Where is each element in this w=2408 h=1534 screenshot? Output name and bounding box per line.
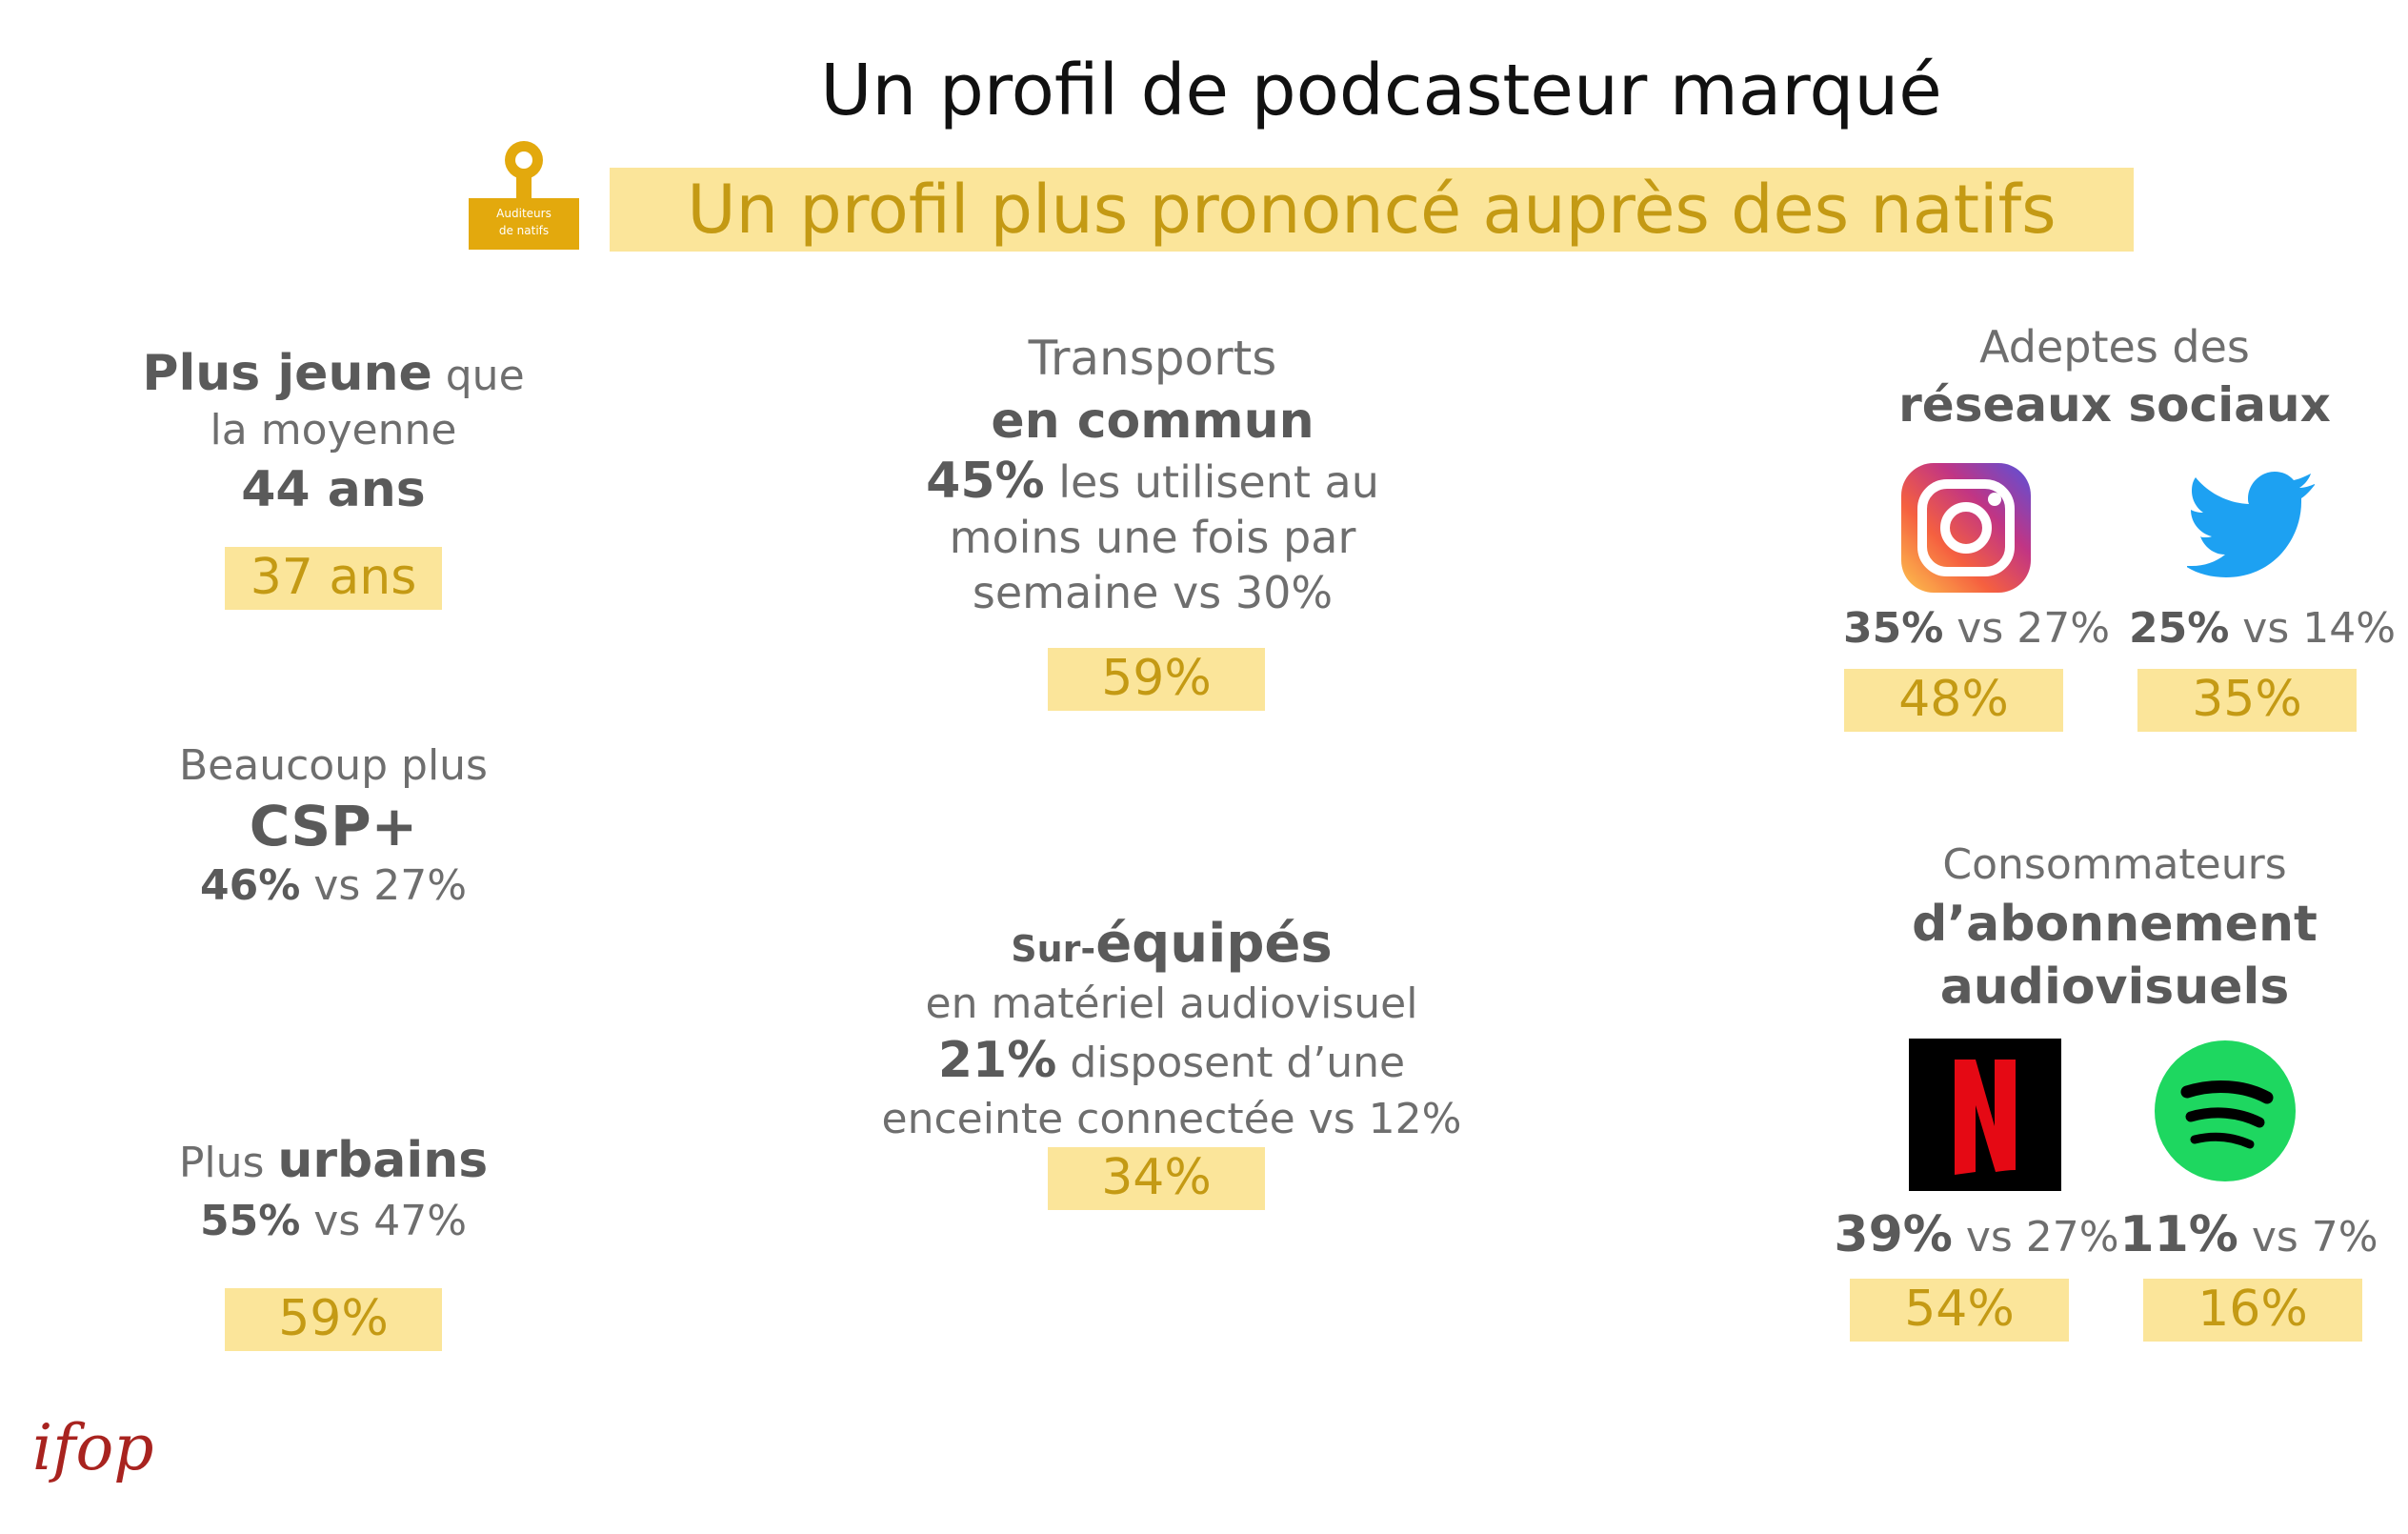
csp-stat-rest: vs 27%: [300, 861, 468, 910]
instagram-stat-rest: vs 27%: [1943, 604, 2111, 653]
age-label-bold: Plus jeune: [142, 345, 432, 402]
svg-text:ifop: ifop: [32, 1411, 154, 1484]
instagram-stat-bold: 35%: [1842, 604, 1944, 653]
equipes-line2: en matériel audiovisuel: [925, 979, 1418, 1028]
netflix-stat: 39% vs 27%: [1810, 1208, 2143, 1264]
social-line1: Adeptes des: [1979, 321, 2250, 373]
ifop-logo: ifop: [29, 1391, 200, 1505]
netflix-stat-bold: 39%: [1834, 1206, 1953, 1263]
subs-block: Consommateurs d’abonnement audiovisuels: [1800, 838, 2408, 1018]
svg-text:Auditeurs: Auditeurs: [496, 207, 552, 220]
subs-line2: d’abonnement: [1912, 896, 2318, 953]
spotify-stat-bold: 11%: [2119, 1206, 2238, 1263]
twitter-highlight: 35%: [2137, 669, 2357, 732]
urbains-block: Plus urbains 55% vs 47%: [95, 1130, 572, 1248]
subs-line1: Consommateurs: [1942, 840, 2287, 889]
netflix-highlight: 54%: [1850, 1279, 2069, 1342]
equipes-line4: enceinte connectée vs 12%: [881, 1095, 1462, 1143]
csp-line2: CSP+: [249, 794, 418, 858]
urbains-label-plain: Plus: [178, 1139, 278, 1187]
transports-stat-bold: 45%: [926, 453, 1045, 510]
transports-line2: en commun: [991, 393, 1314, 450]
subs-line3: audiovisuels: [1939, 959, 2290, 1016]
subtitle-banner: Un profil plus prononcé auprès des natif…: [610, 168, 2134, 252]
spotify-highlight: 16%: [2143, 1279, 2362, 1342]
csp-stat-bold: 46%: [199, 861, 301, 910]
age-line2: la moyenne: [210, 406, 457, 454]
spotify-stat: 11% vs 7%: [2092, 1208, 2406, 1264]
spotify-stat-rest: vs 7%: [2237, 1213, 2378, 1262]
equipes-prefix: Sur-: [1011, 928, 1096, 970]
age-block: Plus jeune que la moyenne 44 ans: [95, 343, 572, 520]
netflix-stat-rest: vs 27%: [1952, 1213, 2119, 1262]
transports-line5: semaine vs 30%: [972, 567, 1334, 618]
transports-line1: Transports: [1028, 331, 1277, 386]
social-block: Adeptes des réseaux sociaux: [1800, 320, 2408, 436]
age-highlight: 37 ans: [225, 547, 442, 610]
urbains-stat-rest: vs 47%: [300, 1197, 468, 1245]
twitter-stat-rest: vs 14%: [2229, 604, 2397, 653]
transports-stat-rest: les utilisent au: [1044, 456, 1379, 508]
spotify-icon: [2155, 1040, 2296, 1181]
twitter-stat: 25% vs 14%: [2105, 602, 2408, 656]
csp-line1: Beaucoup plus: [179, 741, 488, 790]
page-title: Un profil de podcasteur marqué: [820, 50, 1942, 131]
equipes-stat-rest: disposent d’une: [1056, 1039, 1406, 1087]
auditeurs-badge-icon: Auditeurs de natifs: [469, 139, 579, 250]
instagram-highlight: 48%: [1844, 669, 2063, 732]
transports-block: Transports en commun 45% les utilisent a…: [838, 328, 1467, 620]
instagram-icon: [1901, 463, 2031, 593]
equipes-stat-bold: 21%: [937, 1032, 1057, 1089]
urbains-stat-bold: 55%: [199, 1197, 301, 1245]
svg-text:de natifs: de natifs: [499, 224, 549, 237]
equipes-title: équipés: [1095, 913, 1333, 975]
urbains-highlight: 59%: [225, 1288, 442, 1351]
age-label-rest: que: [431, 352, 525, 400]
social-line2: réseaux sociaux: [1898, 377, 2331, 433]
instagram-stat: 35% vs 27%: [1819, 602, 2134, 656]
transports-line4: moins une fois par: [949, 512, 1356, 563]
equipes-highlight: 34%: [1048, 1147, 1265, 1210]
age-value: 44 ans: [241, 461, 426, 518]
transports-highlight: 59%: [1048, 648, 1265, 711]
netflix-icon: [1909, 1039, 2061, 1191]
twitter-icon: [2185, 471, 2317, 581]
twitter-stat-bold: 25%: [2128, 604, 2230, 653]
urbains-label-bold: urbains: [277, 1132, 489, 1189]
equipes-block: Sur-équipés en matériel audiovisuel 21% …: [857, 911, 1486, 1146]
csp-block: Beaucoup plus CSP+ 46% vs 27%: [95, 739, 572, 913]
